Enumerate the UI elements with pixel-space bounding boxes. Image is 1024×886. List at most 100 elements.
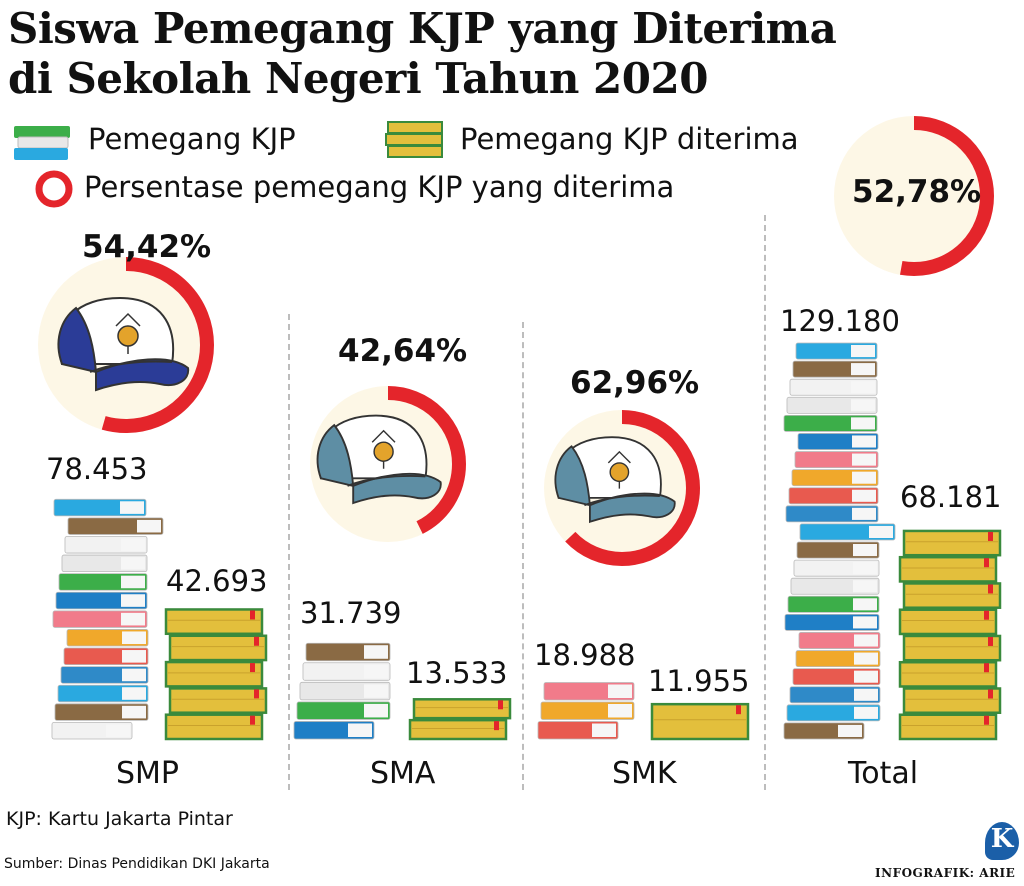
book-pages xyxy=(121,575,145,589)
cap-icon-sma xyxy=(316,414,442,505)
bar-holders-smk xyxy=(537,682,635,740)
pct-label-sma: 42,64% xyxy=(338,333,468,369)
gold-book xyxy=(164,660,264,688)
bookmark-icon xyxy=(988,584,993,594)
legend-accepted-books-icon xyxy=(385,121,443,158)
bar-holders-smp xyxy=(51,498,164,740)
book-pages xyxy=(852,435,876,448)
book-pages xyxy=(854,706,878,719)
bar-accepted-total xyxy=(898,529,1002,741)
bookmark-icon xyxy=(498,700,503,710)
book-pages xyxy=(122,631,146,645)
value-label-sma-accepted: 13.533 xyxy=(406,656,508,690)
book-pages xyxy=(838,724,862,737)
cap-seam-icon xyxy=(347,475,426,487)
legend-accepted-label: Pemegang KJP diterima xyxy=(460,122,799,156)
value-label-smk-accepted: 11.955 xyxy=(648,664,750,698)
pct-label-smk: 62,96% xyxy=(570,365,700,401)
bar-holders-total xyxy=(783,342,896,740)
bookmark-icon xyxy=(988,689,993,699)
title-line-1: Siswa Pemegang KJP yang Diterima xyxy=(8,4,837,53)
book-pages xyxy=(122,687,146,700)
book-pages xyxy=(851,417,875,430)
book-pages xyxy=(869,525,893,538)
cap-icon-smk xyxy=(554,436,676,524)
value-label-smp-accepted: 42.693 xyxy=(166,564,268,598)
gold-book xyxy=(898,555,998,583)
book-pages xyxy=(852,489,876,502)
category-label-smk: SMK xyxy=(612,756,677,791)
gold-book xyxy=(412,698,512,720)
legend-holders-books-icon xyxy=(14,126,70,160)
book-pages xyxy=(854,652,878,665)
bookmark-icon xyxy=(988,636,993,646)
book-pages xyxy=(853,598,877,611)
book-pages xyxy=(851,381,875,394)
book-pages xyxy=(122,650,146,663)
gold-book xyxy=(902,634,1002,662)
gold-book xyxy=(898,660,998,688)
bookmark-icon xyxy=(250,715,255,725)
cap-icon-smp xyxy=(57,296,190,392)
emblem-detail-icon xyxy=(607,450,631,489)
book-pages xyxy=(137,519,161,533)
book-pages xyxy=(364,684,388,698)
divider-1 xyxy=(288,314,290,790)
gold-book xyxy=(902,687,1002,714)
book-pages xyxy=(854,688,878,701)
cap-side-icon xyxy=(316,423,355,488)
divider-2 xyxy=(522,322,524,790)
divider-3 xyxy=(764,215,766,790)
publisher-logo: K xyxy=(985,822,1019,860)
value-label-smp-holders: 78.453 xyxy=(46,452,148,486)
book-pages xyxy=(121,557,145,570)
category-label-sma: SMA xyxy=(370,756,436,791)
emblem-detail-icon xyxy=(115,312,141,354)
gold-book xyxy=(898,608,998,636)
value-label-total-accepted: 68.181 xyxy=(900,480,1002,514)
cap-side-icon xyxy=(554,445,591,507)
book-pages xyxy=(852,507,876,520)
emblem-icon xyxy=(373,441,394,462)
value-label-sma-holders: 31.739 xyxy=(300,596,402,630)
pct-label-smp: 54,42% xyxy=(82,229,212,265)
book-pages xyxy=(608,703,632,718)
book-pages xyxy=(851,363,875,376)
book-pages xyxy=(592,723,616,737)
legend-holders-label: Pemegang KJP xyxy=(88,122,296,156)
ring-arc-total xyxy=(834,116,994,276)
bookmark-icon xyxy=(250,610,255,620)
book-pages xyxy=(106,724,130,737)
gold-book xyxy=(650,702,750,741)
book-pages xyxy=(851,399,875,412)
book-pages xyxy=(122,705,146,719)
abbreviation-note: KJP: Kartu Jakarta Pintar xyxy=(6,808,233,830)
bookmark-icon xyxy=(736,705,741,715)
cap-brim-icon xyxy=(352,472,442,505)
gold-book xyxy=(164,608,264,636)
book-pages xyxy=(608,684,632,698)
category-label-total: Total xyxy=(848,756,919,791)
book-pages xyxy=(120,501,144,514)
chart-title: Siswa Pemegang KJP yang Diterima di Seko… xyxy=(8,4,837,104)
ring-track-total xyxy=(834,116,994,276)
bookmark-icon xyxy=(984,610,989,620)
bookmark-icon xyxy=(254,689,259,699)
book-pages xyxy=(851,345,875,358)
value-label-smk-holders: 18.988 xyxy=(534,638,636,672)
bar-accepted-sma xyxy=(408,698,512,741)
book-pages xyxy=(853,544,877,557)
gold-book xyxy=(168,687,268,714)
book-pages xyxy=(364,703,388,718)
book-pages xyxy=(122,668,146,682)
book-pages xyxy=(121,612,145,626)
gold-book xyxy=(902,582,1002,609)
bar-holders-sma xyxy=(293,642,391,740)
book-pages xyxy=(853,580,877,593)
gold-book xyxy=(408,718,508,741)
category-label-smp: SMP xyxy=(116,756,180,791)
book-pages xyxy=(364,645,388,659)
cap-side-icon xyxy=(57,306,98,374)
